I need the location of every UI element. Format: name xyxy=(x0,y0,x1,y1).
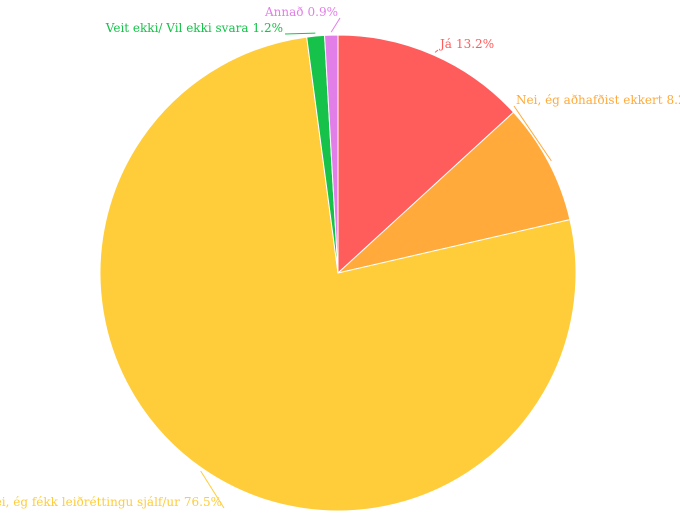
slice-value: 0.9% xyxy=(308,5,339,19)
slice-label: Annað 0.9% xyxy=(264,5,338,19)
leader-line xyxy=(284,32,316,35)
slice-value: 8.2% xyxy=(667,93,680,107)
slice-name: Veit ekki/ Vil ekki svara xyxy=(105,21,249,35)
slice-name: Já xyxy=(438,37,452,51)
slice-name: Nei, ég fékk leiðréttingu sjálf/ur xyxy=(0,495,180,509)
slice-label: Nei, ég aðhafðist ekkert 8.2% xyxy=(516,93,680,107)
leader-line xyxy=(330,17,341,33)
slice-label: Nei, ég fékk leiðréttingu sjálf/ur 76.5% xyxy=(0,495,222,509)
leader-line xyxy=(513,105,552,162)
slice-name: Nei, ég aðhafðist ekkert xyxy=(516,93,663,107)
leader-line xyxy=(434,49,439,53)
leader-line xyxy=(200,470,225,509)
pie-slice xyxy=(99,36,577,512)
slice-label: Já 13.2% xyxy=(438,37,494,51)
pie-slice xyxy=(337,34,515,275)
slice-name: Annað xyxy=(264,5,304,19)
slice-value: 1.2% xyxy=(253,21,284,35)
slice-label: Veit ekki/ Vil ekki svara 1.2% xyxy=(105,21,283,35)
pie-slice xyxy=(324,34,339,274)
slice-value: 13.2% xyxy=(456,37,494,51)
slice-value: 76.5% xyxy=(184,495,222,509)
